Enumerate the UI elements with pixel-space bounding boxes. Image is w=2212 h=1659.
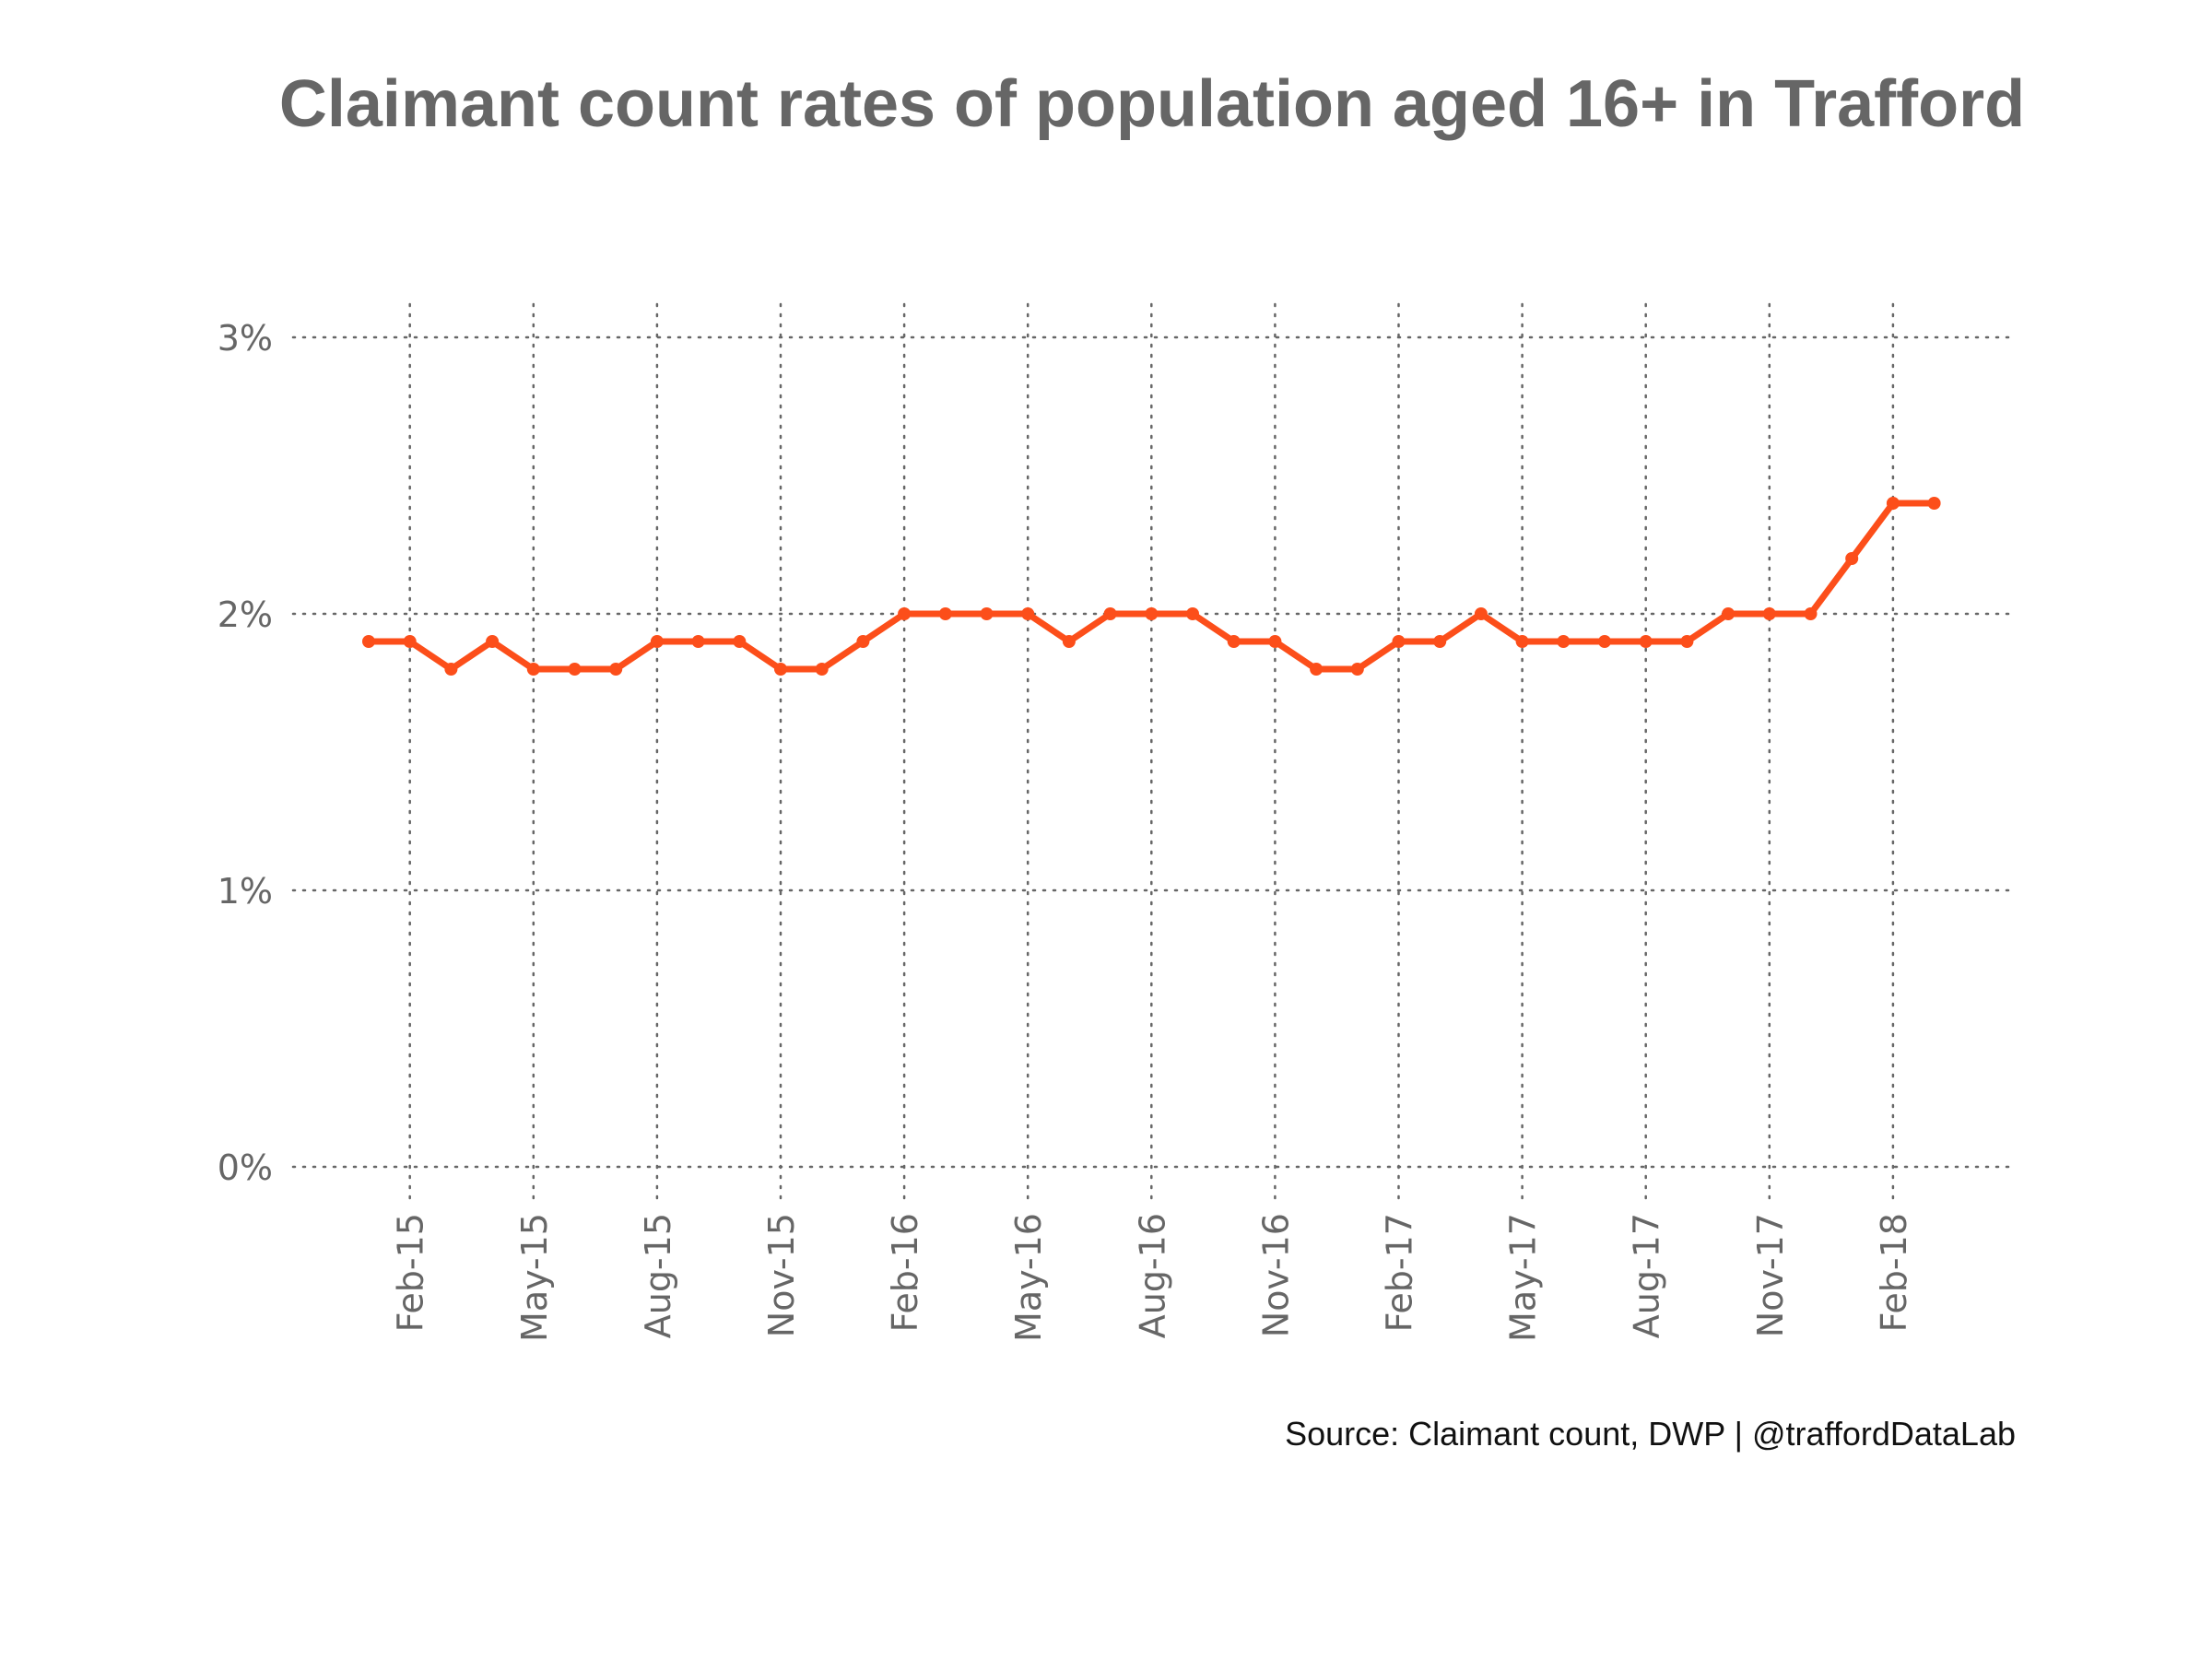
x-tick-label: Feb-18 bbox=[1874, 1213, 1914, 1332]
data-point bbox=[1350, 663, 1364, 676]
x-tick-label: Nov-15 bbox=[761, 1213, 802, 1337]
data-point bbox=[898, 607, 912, 620]
series-line-group bbox=[362, 497, 1941, 676]
data-point bbox=[1392, 635, 1406, 648]
data-point bbox=[1598, 635, 1611, 648]
data-point bbox=[1515, 635, 1529, 648]
data-point bbox=[650, 635, 664, 648]
x-tick-label: May-16 bbox=[1008, 1213, 1049, 1342]
data-point bbox=[1639, 635, 1653, 648]
data-point bbox=[609, 663, 623, 676]
data-point bbox=[362, 635, 375, 648]
y-tick-label: 0% bbox=[218, 1147, 273, 1188]
x-tick-label: Aug-16 bbox=[1132, 1213, 1172, 1338]
data-point bbox=[980, 607, 994, 620]
x-tick-label: Nov-17 bbox=[1750, 1213, 1791, 1337]
data-point bbox=[1804, 607, 1818, 620]
data-point bbox=[1557, 635, 1571, 648]
data-point bbox=[1433, 635, 1447, 648]
chart-title: Claimant count rates of population aged … bbox=[278, 67, 2026, 141]
y-tick-label: 1% bbox=[218, 871, 273, 912]
data-point bbox=[403, 635, 417, 648]
data-point bbox=[526, 663, 540, 676]
data-point bbox=[1680, 635, 1694, 648]
x-tick-label: Aug-15 bbox=[638, 1213, 678, 1338]
y-axis-tick-labels: 0% 1% 2% 3% bbox=[218, 318, 273, 1188]
data-point bbox=[568, 663, 582, 676]
data-point bbox=[1722, 607, 1735, 620]
data-point bbox=[1227, 635, 1241, 648]
data-point bbox=[691, 635, 705, 648]
gridlines bbox=[291, 302, 2011, 1200]
data-point bbox=[938, 607, 952, 620]
x-tick-label: Feb-15 bbox=[391, 1213, 431, 1332]
data-point bbox=[444, 663, 458, 676]
data-point bbox=[1886, 497, 1900, 510]
data-point bbox=[1268, 635, 1282, 648]
data-point bbox=[733, 635, 747, 648]
x-tick-label: Aug-17 bbox=[1627, 1213, 1667, 1338]
data-point bbox=[1474, 607, 1488, 620]
y-tick-label: 2% bbox=[218, 594, 273, 635]
data-point bbox=[486, 635, 500, 648]
x-axis-tick-labels: Feb-15 May-15 Aug-15 Nov-15 Feb-16 May-16 Aug-… bbox=[391, 1213, 1914, 1342]
data-point bbox=[1145, 607, 1159, 620]
y-tick-label: 3% bbox=[218, 318, 273, 359]
x-tick-label: Feb-16 bbox=[885, 1213, 925, 1332]
data-point bbox=[856, 635, 870, 648]
data-point bbox=[1021, 607, 1035, 620]
data-point bbox=[1062, 635, 1076, 648]
x-tick-label: May-17 bbox=[1503, 1213, 1544, 1342]
data-point bbox=[1845, 552, 1859, 565]
data-point bbox=[815, 663, 829, 676]
x-tick-label: Feb-17 bbox=[1380, 1213, 1420, 1332]
data-point bbox=[1186, 607, 1199, 620]
chart-caption: Source: Claimant count, DWP | @traffordD… bbox=[1285, 1415, 2016, 1453]
x-tick-label: May-15 bbox=[514, 1213, 555, 1342]
data-point bbox=[774, 663, 787, 676]
data-point bbox=[1927, 497, 1941, 510]
x-tick-label: Nov-16 bbox=[1255, 1213, 1296, 1337]
data-point bbox=[1762, 607, 1776, 620]
data-point bbox=[1310, 663, 1324, 676]
data-point bbox=[1103, 607, 1117, 620]
